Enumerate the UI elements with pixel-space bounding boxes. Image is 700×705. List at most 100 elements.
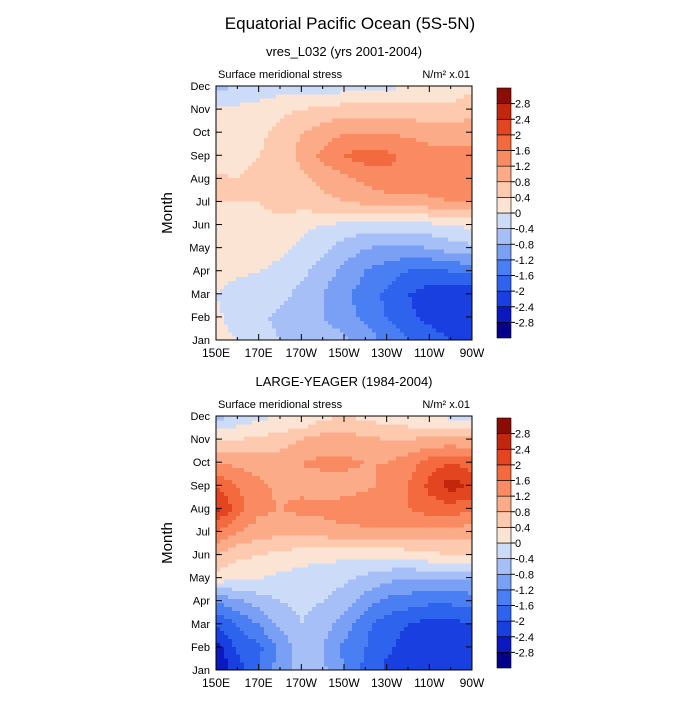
field-cell: [440, 209, 445, 214]
field-cell: [264, 205, 269, 210]
field-cell: [412, 157, 417, 162]
field-cell: [284, 153, 289, 158]
field-cell: [276, 146, 281, 151]
field-cell: [416, 118, 421, 123]
field-cell: [264, 201, 269, 206]
field-cell: [324, 622, 329, 627]
field-cell: [448, 638, 453, 643]
field-cell: [444, 257, 449, 262]
field-cell: [264, 229, 269, 234]
field-cell: [268, 217, 273, 222]
field-cell: [248, 638, 253, 643]
field-cell: [260, 118, 265, 123]
field-cell: [264, 650, 269, 655]
field-cell: [360, 249, 365, 254]
field-cell: [308, 328, 313, 333]
field-cell: [220, 630, 225, 635]
field-cell: [292, 110, 297, 115]
field-cell: [232, 197, 237, 202]
field-cell: [288, 197, 293, 202]
field-cell: [244, 122, 249, 127]
field-cell: [396, 288, 401, 293]
field-cell: [464, 265, 469, 270]
field-cell: [264, 110, 269, 115]
field-cell: [400, 189, 405, 194]
field-cell: [228, 288, 233, 293]
field-cell: [300, 118, 305, 123]
field-cell: [444, 157, 449, 162]
field-cell: [284, 328, 289, 333]
field-cell: [232, 122, 237, 127]
field-cell: [424, 221, 429, 226]
field-cell: [404, 308, 409, 313]
field-cell: [420, 273, 425, 278]
field-cell: [312, 324, 317, 329]
field-cell: [288, 332, 293, 337]
field-cell: [432, 300, 437, 305]
field-cell: [228, 146, 233, 151]
field-cell: [244, 157, 249, 162]
field-cell: [420, 328, 425, 333]
field-cell: [304, 269, 309, 274]
field-cell: [408, 86, 413, 91]
field-cell: [276, 122, 281, 127]
field-cell: [384, 217, 389, 222]
field-cell: [420, 157, 425, 162]
field-cell: [400, 205, 405, 210]
field-cell: [284, 261, 289, 266]
field-cell: [436, 130, 441, 135]
field-cell: [408, 308, 413, 313]
field-cell: [332, 169, 337, 174]
colorbar-label: 1.6: [515, 146, 530, 158]
field-cell: [260, 94, 265, 99]
field-cell: [372, 646, 377, 651]
field-cell: [232, 241, 237, 246]
field-cell: [292, 157, 297, 162]
field-cell: [460, 245, 465, 250]
field-cell: [304, 241, 309, 246]
field-cell: [340, 646, 345, 651]
field-cell: [392, 106, 397, 111]
field-cell: [272, 122, 277, 127]
field-cell: [456, 173, 461, 178]
field-cell: [320, 284, 325, 289]
field-cell: [244, 273, 249, 278]
field-cell: [288, 173, 293, 178]
field-cell: [328, 209, 333, 214]
field-cell: [440, 273, 445, 278]
field-cell: [364, 253, 369, 258]
field-cell: [412, 94, 417, 99]
field-cell: [452, 328, 457, 333]
field-cell: [268, 650, 273, 655]
field-cell: [328, 292, 333, 297]
field-cell: [316, 296, 321, 301]
field-cell: [272, 638, 277, 643]
field-cell: [420, 324, 425, 329]
field-cell: [264, 165, 269, 170]
field-cell: [292, 213, 297, 218]
field-cell: [328, 94, 333, 99]
field-cell: [444, 201, 449, 206]
field-cell: [444, 185, 449, 190]
field-cell: [296, 273, 301, 278]
field-cell: [284, 626, 289, 631]
field-cell: [220, 233, 225, 238]
field-cell: [428, 157, 433, 162]
field-cell: [268, 157, 273, 162]
field-cell: [228, 626, 233, 631]
field-cell: [388, 316, 393, 321]
field-cell: [444, 638, 449, 643]
field-cell: [216, 634, 221, 639]
field-cell: [396, 229, 401, 234]
field-cell: [324, 638, 329, 643]
field-cell: [412, 304, 417, 309]
field-cell: [272, 134, 277, 139]
field-cell: [360, 150, 365, 155]
field-cell: [372, 94, 377, 99]
field-cell: [232, 618, 237, 623]
field-cell: [264, 654, 269, 659]
field-cell: [404, 273, 409, 278]
field-cell: [440, 213, 445, 218]
field-cell: [420, 257, 425, 262]
field-cell: [416, 193, 421, 198]
